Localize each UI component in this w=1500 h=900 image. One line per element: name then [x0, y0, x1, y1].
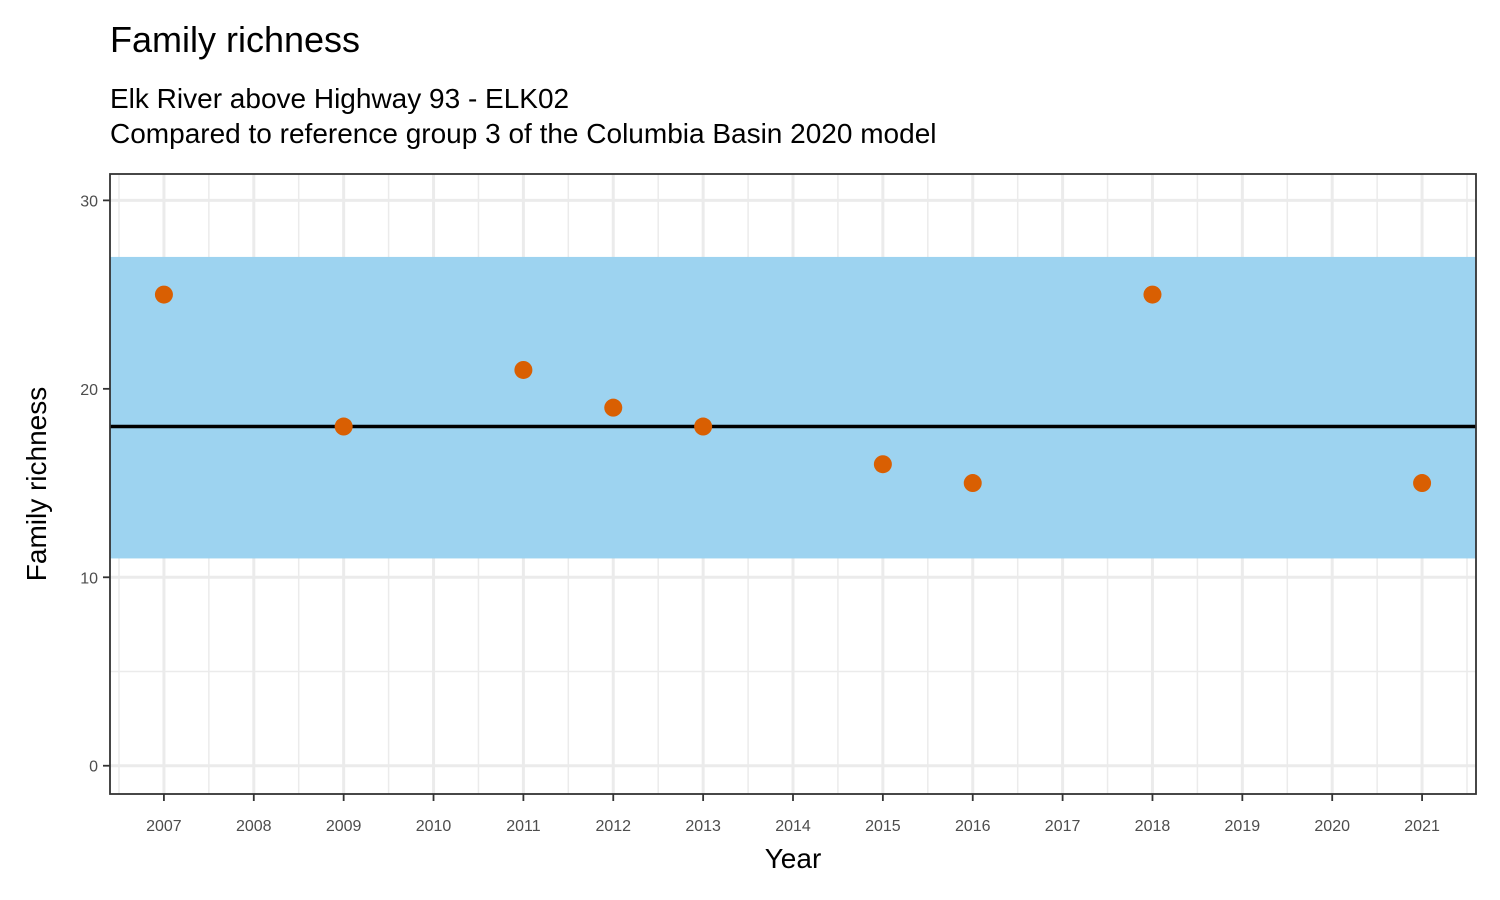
x-tick-label: 2018 — [1135, 818, 1171, 835]
data-point — [1413, 474, 1432, 493]
x-axis-title: Year — [765, 843, 822, 874]
data-point — [963, 474, 982, 493]
x-tick-label: 2021 — [1404, 818, 1440, 835]
data-point — [873, 455, 892, 474]
x-tick-label: 2017 — [1045, 818, 1081, 835]
y-tick-label: 20 — [80, 382, 98, 399]
x-tick-label: 2019 — [1225, 818, 1261, 835]
y-axis-title: Family richness — [21, 387, 52, 581]
x-tick-label: 2009 — [326, 818, 362, 835]
data-point — [514, 360, 533, 379]
y-tick-label: 0 — [89, 759, 98, 776]
data-point — [334, 417, 353, 436]
reference-band — [110, 256, 1476, 559]
x-tick-label: 2016 — [955, 818, 991, 835]
chart-title: Family richness — [110, 19, 360, 60]
data-point — [1143, 285, 1162, 304]
x-tick-label: 2020 — [1314, 818, 1350, 835]
data-point — [694, 417, 713, 436]
chart-subtitle-line-2: Compared to reference group 3 of the Col… — [110, 118, 937, 149]
x-tick-label: 2015 — [865, 818, 901, 835]
x-tick-label: 2012 — [595, 818, 631, 835]
x-tick-label: 2007 — [146, 818, 182, 835]
data-point — [154, 285, 173, 304]
x-tick-label: 2013 — [685, 818, 721, 835]
x-tick-label: 2008 — [236, 818, 272, 835]
x-tick-label: 2010 — [416, 818, 452, 835]
y-tick-label: 30 — [80, 193, 98, 210]
chart-subtitle-line-1: Elk River above Highway 93 - ELK02 — [110, 83, 569, 114]
x-tick-label: 2011 — [506, 818, 541, 835]
data-point — [604, 398, 623, 417]
y-tick-label: 10 — [80, 570, 98, 587]
x-tick-label: 2014 — [775, 818, 811, 835]
